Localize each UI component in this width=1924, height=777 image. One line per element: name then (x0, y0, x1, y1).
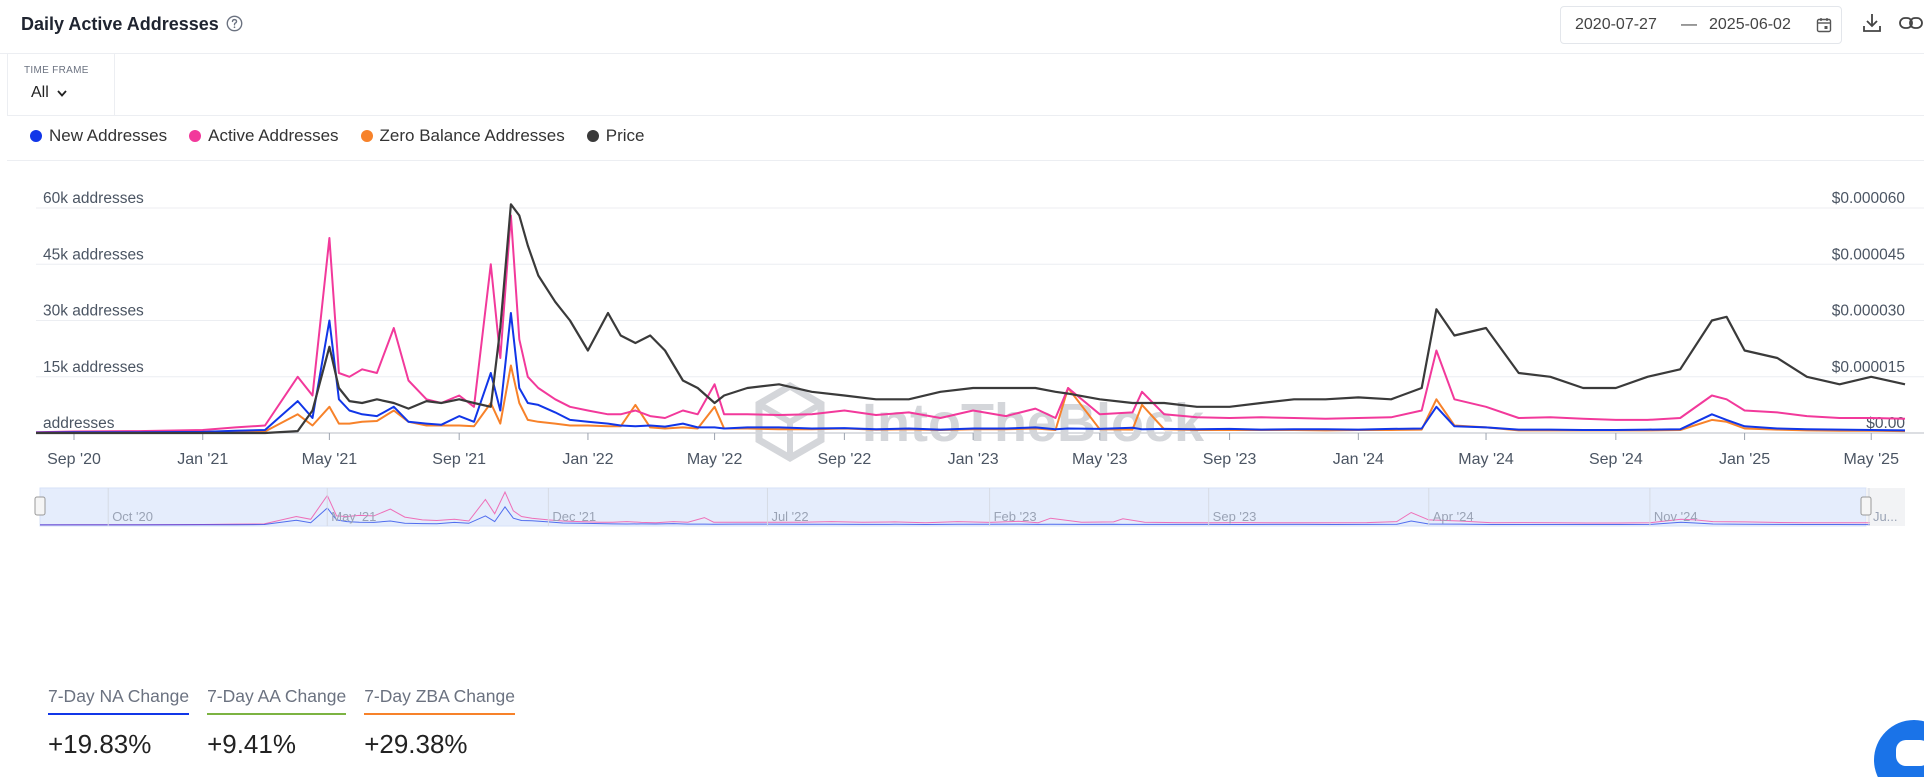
navigator-label: Sep '23 (1213, 509, 1257, 524)
y-axis-left: addresses 15k addresses 30k addresses 45k a… (43, 190, 144, 432)
timeframe-value: All (31, 84, 49, 101)
line-chart[interactable]: IntoTheBlock addresses 15k addresses 30k a… (0, 160, 1924, 580)
legend-price[interactable]: Price (586, 126, 645, 146)
navigator-label: Jul '22 (771, 509, 808, 524)
chat-icon (1896, 740, 1924, 766)
divider (7, 115, 1924, 116)
legend-label: Active Addresses (208, 126, 339, 145)
y-tick-label-right: $0.000060 (1832, 190, 1906, 207)
stat-zba-change[interactable]: 7-Day ZBA Change +29.38% (364, 686, 515, 760)
navigator-label: Dec '21 (552, 509, 596, 524)
legend-new-addresses[interactable]: New Addresses (30, 126, 167, 146)
y-tick-label-left: 60k addresses (43, 190, 144, 207)
x-tick-label: Jan '24 (1333, 451, 1384, 468)
y-tick-label-left: 45k addresses (43, 246, 144, 263)
y-tick-label-right: $0.000045 (1832, 246, 1905, 263)
navigator-series-new-addresses (40, 506, 1871, 526)
x-tick-label: Sep '21 (432, 451, 486, 468)
y-tick-label-left: addresses (43, 415, 115, 432)
date-separator: — (1681, 16, 1697, 33)
chart-legend: New Addresses Active Addresses Zero Bala… (30, 126, 644, 146)
legend-label: New Addresses (49, 126, 168, 145)
series-line-price (36, 203, 1906, 435)
legend-dot (586, 130, 599, 142)
stat-aa-change[interactable]: 7-Day AA Change +9.41% (207, 686, 347, 760)
date-end: 2025-06-02 (1709, 16, 1791, 33)
legend-zero-balance-addresses[interactable]: Zero Balance Addresses (360, 126, 565, 146)
stats-row: 7-Day NA Change +19.83% 7-Day AA Change … (48, 686, 515, 760)
stat-value: +19.83% (48, 729, 152, 759)
download-icon[interactable] (1862, 12, 1882, 34)
navigator-selection (39, 487, 1867, 527)
x-tick-label: May '25 (1843, 451, 1899, 468)
navigator-series-active-addresses (39, 490, 1871, 526)
calendar-icon (1816, 18, 1832, 33)
x-tick-label: Sep '24 (1589, 451, 1643, 468)
divider (7, 160, 1924, 161)
x-tick-label: Jan '23 (948, 451, 999, 468)
stat-label: 7-Day NA Change (48, 686, 190, 715)
stat-label: 7-Day AA Change (207, 686, 347, 715)
chevron-down-icon (57, 90, 67, 97)
y-tick-label-right: $0.000030 (1832, 303, 1906, 320)
timeframe-label: TIME FRAME (24, 65, 89, 76)
range-navigator[interactable]: Oct '20 May '21 Dec '21 Jul '22 Feb '23 Sep '… (34, 487, 1905, 527)
x-tick-label: Jan '22 (562, 451, 613, 468)
legend-active-addresses[interactable]: Active Addresses (189, 126, 339, 146)
link-icon[interactable] (1898, 12, 1924, 34)
navigator-label: May '21 (331, 509, 376, 524)
stat-label: 7-Day ZBA Change (364, 686, 515, 715)
timeframe-panel (7, 54, 115, 116)
y-tick-label-left: 30k addresses (43, 303, 144, 320)
series-group (35, 203, 1906, 435)
legend-dot (30, 130, 42, 142)
navigator-handle-right[interactable] (1860, 496, 1872, 516)
x-tick-label: May '21 (302, 451, 358, 468)
x-tick-label: Jan '25 (1719, 451, 1770, 468)
navigator-label: Nov '24 (1654, 509, 1698, 524)
x-tick-label: Jan '21 (177, 451, 228, 468)
date-start: 2020-07-27 (1575, 16, 1657, 33)
chat-button[interactable] (1874, 720, 1924, 777)
navigator-label: Feb '23 (994, 509, 1037, 524)
legend-dot (360, 130, 373, 142)
x-tick-label: Sep '22 (818, 451, 872, 468)
stat-na-change[interactable]: 7-Day NA Change +19.83% (48, 686, 190, 760)
navigator-handle-left[interactable] (34, 496, 46, 516)
legend-label: Zero Balance Addresses (379, 126, 565, 145)
header: Daily Active Addresses 2020-07-27 — 2025… (0, 0, 1924, 54)
navigator-unselected (1866, 488, 1905, 526)
help-icon[interactable] (226, 15, 243, 32)
x-axis: Sep '20 Jan '21 May '21 Sep '21 Jan '22 May '… (47, 433, 1899, 468)
x-tick-label: May '22 (687, 451, 743, 468)
intotheblock-logo-icon (755, 381, 825, 463)
x-tick-label: Sep '23 (1203, 451, 1257, 468)
navigator-label: Oct '20 (112, 509, 153, 524)
timeframe-select[interactable]: All (31, 84, 67, 102)
page-title: Daily Active Addresses (21, 14, 219, 34)
stat-value: +29.38% (364, 729, 468, 759)
navigator-label: Apr '24 (1433, 509, 1474, 524)
watermark: IntoTheBlock (755, 381, 1205, 463)
y-tick-label-right: $0.000015 (1832, 359, 1905, 376)
stat-value: +9.41% (207, 729, 296, 759)
y-tick-label-left: 15k addresses (43, 359, 144, 376)
legend-label: Price (605, 126, 645, 145)
legend-dot (189, 130, 202, 142)
y-axis-right: $0.00$0.000015$0.000030$0.000045$0.00006… (1832, 190, 1906, 432)
series-line-active-addresses (35, 214, 1906, 434)
x-tick-label: May '24 (1458, 451, 1514, 468)
x-tick-label: Sep '20 (47, 451, 101, 468)
x-tick-label: May '23 (1072, 451, 1128, 468)
navigator-label: Ju... (1873, 509, 1898, 524)
series-line-new-addresses (35, 312, 1906, 434)
date-range-picker[interactable]: 2020-07-27 — 2025-06-02 (1560, 6, 1842, 44)
